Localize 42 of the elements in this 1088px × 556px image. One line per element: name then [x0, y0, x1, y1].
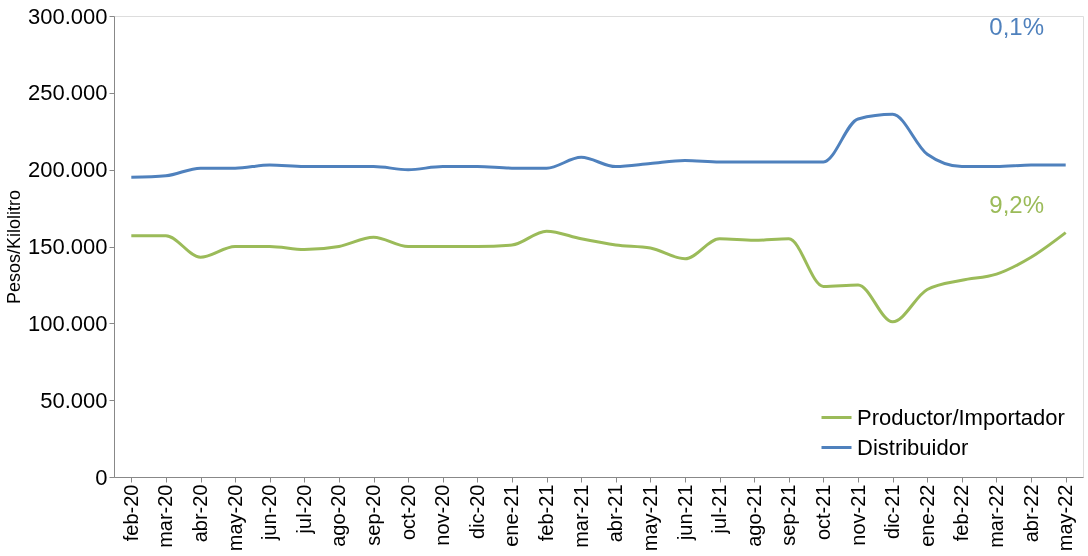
- y-tick-label: 200.000: [27, 157, 108, 183]
- x-tick-label: sep-20: [362, 484, 385, 546]
- x-tick-label: jul-21: [708, 484, 731, 535]
- x-tick-label: ago-20: [327, 484, 350, 547]
- x-tick-label: nov-21: [846, 484, 869, 546]
- line-series: [129, 112, 1068, 179]
- x-tick-label: mar-20: [154, 484, 177, 548]
- x-tick-label: ago-21: [742, 484, 765, 547]
- x-tick-label: dic-21: [881, 484, 904, 539]
- annotation: 9,2%: [989, 191, 1044, 218]
- x-tick-label: sep-21: [777, 484, 800, 546]
- legend-label: Distribuidor: [857, 434, 969, 460]
- x-tick-label: may-20: [223, 484, 246, 552]
- x-tick-label: may-21: [638, 484, 661, 552]
- y-tick-label: 150.000: [27, 234, 108, 259]
- x-tick-label: abr-20: [189, 484, 212, 543]
- x-tick-label: may-22: [1054, 484, 1077, 552]
- y-tick-label: 100.000: [27, 310, 108, 336]
- x-tick-label: feb-20: [119, 484, 142, 542]
- y-tick-label: 250.000: [27, 80, 108, 106]
- x-tick-label: oct-21: [811, 484, 834, 541]
- x-tick-label: abr-22: [1019, 484, 1042, 543]
- line-series: [129, 229, 1068, 324]
- x-tick-label: nov-20: [431, 484, 454, 546]
- x-tick-label: jun-20: [258, 484, 281, 542]
- x-tick-label: ene-22: [915, 484, 938, 547]
- x-tick-label: mar-22: [984, 484, 1007, 548]
- x-tick-label: feb-22: [950, 484, 973, 542]
- y-axis-title: Pesos/Kilolitro: [3, 189, 24, 305]
- x-tick-label: jul-20: [292, 484, 315, 535]
- x-tick-label: ene-21: [500, 484, 523, 547]
- x-tick-label: dic-20: [465, 484, 488, 539]
- x-tick-label: abr-21: [604, 484, 627, 543]
- x-tick-label: mar-21: [569, 484, 592, 548]
- x-tick-label: oct-20: [396, 484, 419, 541]
- legend-label: Productor/Importador: [857, 404, 1065, 430]
- y-tick-label: 300.000: [27, 3, 108, 29]
- x-tick-label: jun-21: [673, 484, 696, 542]
- x-tick-label: feb-21: [535, 484, 558, 542]
- y-tick-label: 0: [95, 464, 108, 490]
- annotation: 0,1%: [989, 13, 1044, 40]
- y-tick-label: 50.000: [40, 387, 108, 413]
